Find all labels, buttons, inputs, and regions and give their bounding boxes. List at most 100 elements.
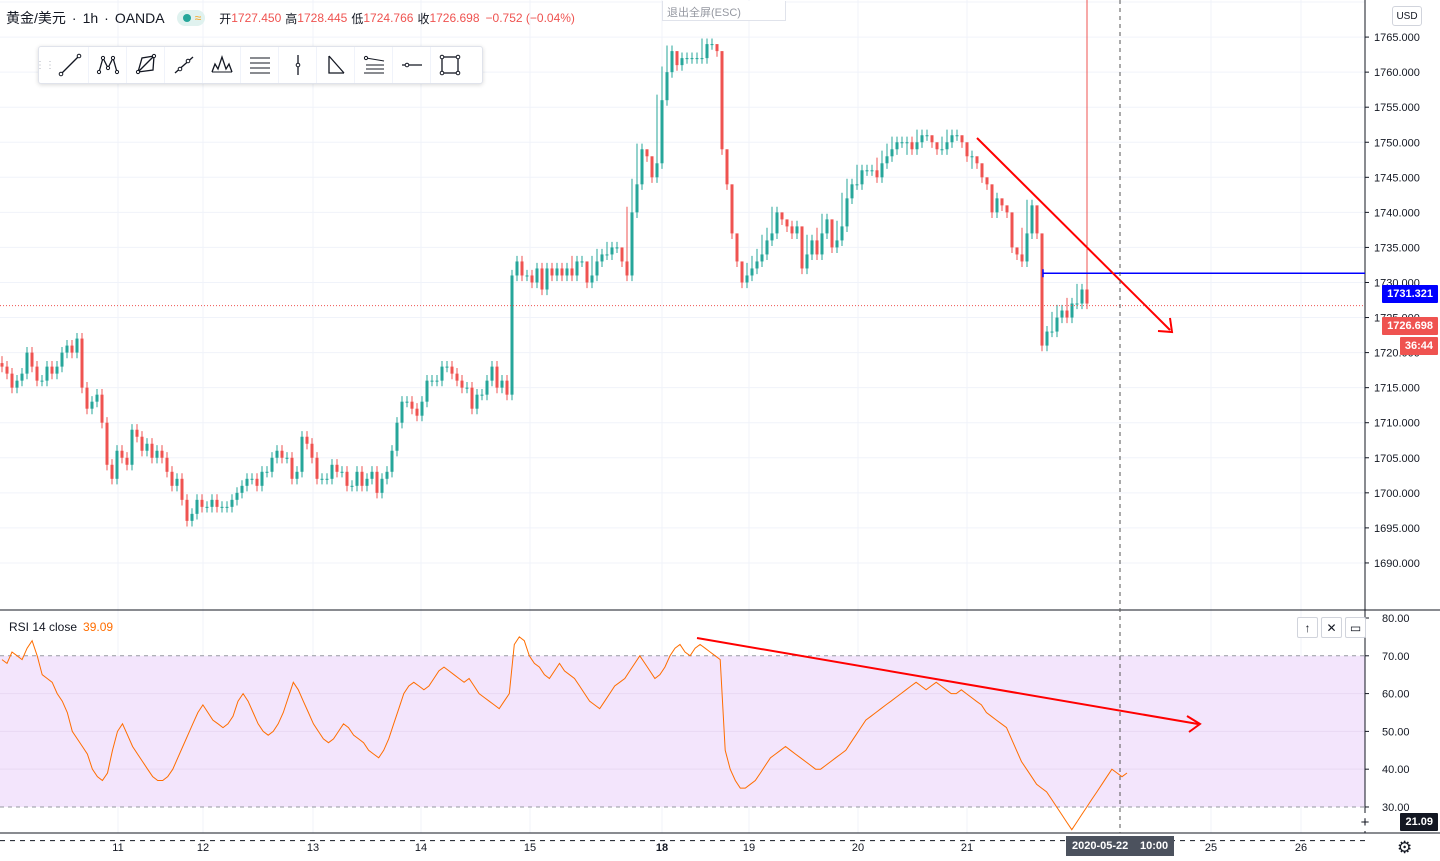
- candle: [145, 438, 149, 457]
- currency-button[interactable]: USD: [1392, 6, 1422, 26]
- candle: [180, 473, 184, 506]
- candle-body: [70, 345, 74, 353]
- candle-body: [830, 219, 834, 248]
- candle-body: [885, 156, 889, 164]
- candle-body: [50, 366, 54, 374]
- candle: [755, 248, 759, 275]
- candle-body: [15, 380, 19, 388]
- candle-body: [465, 387, 469, 389]
- candle: [630, 178, 634, 282]
- candle-body: [45, 366, 49, 381]
- vertical-line-button[interactable]: [279, 47, 317, 83]
- maximize-icon[interactable]: ▭: [1345, 617, 1366, 638]
- candle: [160, 445, 164, 464]
- rsi-arrow-head: [1186, 715, 1202, 733]
- candle: [870, 164, 874, 176]
- candle: [710, 38, 714, 50]
- candle-body: [1050, 331, 1054, 333]
- gear-icon[interactable]: ⚙: [1397, 838, 1413, 857]
- candle-body: [990, 184, 994, 213]
- pattern-button[interactable]: [89, 47, 127, 83]
- candle: [480, 389, 484, 401]
- candle: [1005, 205, 1009, 218]
- rsi-tick-label: 60.00: [1382, 689, 1410, 701]
- candle: [915, 129, 919, 155]
- candle-body: [175, 478, 179, 486]
- candle: [35, 361, 39, 387]
- candle-body: [930, 135, 934, 143]
- symbol-name[interactable]: 黄金/美元: [6, 10, 66, 26]
- rectangle-button[interactable]: [431, 47, 469, 83]
- candle: [265, 466, 269, 478]
- plus-icon[interactable]: +: [1354, 813, 1376, 831]
- candle: [30, 346, 34, 373]
- candle-body: [220, 506, 224, 508]
- move-up-icon[interactable]: ↑: [1297, 617, 1318, 638]
- candle: [1065, 297, 1069, 324]
- candle: [545, 262, 549, 296]
- triangle-pattern-button[interactable]: [127, 47, 165, 83]
- candle: [270, 452, 274, 478]
- candle: [285, 452, 289, 464]
- candle: [665, 45, 669, 106]
- trendline-button[interactable]: [51, 47, 89, 83]
- timeframe[interactable]: 1h: [82, 10, 99, 26]
- candle-body: [335, 464, 339, 472]
- candle-body: [125, 457, 129, 465]
- candle: [490, 361, 494, 387]
- candle-body: [200, 499, 204, 507]
- candle: [660, 66, 664, 169]
- symbol-header: 黄金/美元 · 1h · OANDA ≈ 开 1727.450 高 1728.445…: [6, 9, 575, 27]
- candle-body: [560, 268, 564, 276]
- candle-body: [1025, 233, 1029, 262]
- candle-body: [655, 163, 659, 178]
- candle: [105, 417, 109, 471]
- candle-body: [900, 142, 904, 144]
- candle-body: [1045, 331, 1049, 346]
- candle: [1070, 297, 1074, 324]
- drag-handle-icon[interactable]: ⋮⋮: [35, 59, 55, 71]
- candle-body: [440, 366, 444, 381]
- candle: [5, 361, 9, 380]
- candle-body: [10, 373, 14, 388]
- angle-button[interactable]: [317, 47, 355, 83]
- candle: [1060, 304, 1064, 324]
- candle-body: [1070, 303, 1074, 318]
- time-tick-label: 26: [1295, 842, 1307, 854]
- close-value: 1726.698: [429, 11, 480, 25]
- candle-body: [855, 184, 859, 186]
- close-icon[interactable]: ✕: [1321, 617, 1342, 638]
- price-tick-label: 1700.000: [1374, 488, 1420, 500]
- exit-fullscreen-button[interactable]: 退出全屏(ESC): [662, 1, 786, 21]
- candle: [965, 142, 969, 162]
- price-tick-label: 1735.000: [1374, 242, 1420, 254]
- line-tool-button[interactable]: [165, 47, 203, 83]
- candle: [115, 445, 119, 485]
- price-tick-label: 1695.000: [1374, 523, 1420, 535]
- candle-body: [625, 261, 629, 276]
- candle: [780, 212, 784, 225]
- candle: [20, 368, 24, 387]
- candle: [880, 150, 884, 183]
- time-tick-label: 13: [307, 842, 319, 854]
- candle-body: [330, 464, 334, 479]
- candle: [620, 247, 624, 268]
- candle-body: [110, 464, 114, 479]
- fib-levels-button[interactable]: [241, 47, 279, 83]
- candle-body: [390, 450, 394, 472]
- candle-body: [740, 261, 744, 283]
- candle-body: [1010, 212, 1014, 248]
- candle: [1045, 325, 1049, 352]
- fan-button[interactable]: [355, 47, 393, 83]
- candle: [360, 466, 364, 492]
- market-status-badge[interactable]: ≈: [176, 10, 206, 26]
- head-shoulders-button[interactable]: [203, 47, 241, 83]
- candle: [530, 269, 534, 289]
- arrow-head: [1157, 317, 1174, 334]
- candle-body: [890, 149, 894, 157]
- horizontal-ray-button[interactable]: [393, 47, 431, 83]
- candle: [200, 494, 204, 513]
- candle-body: [90, 401, 94, 409]
- candle: [435, 375, 439, 387]
